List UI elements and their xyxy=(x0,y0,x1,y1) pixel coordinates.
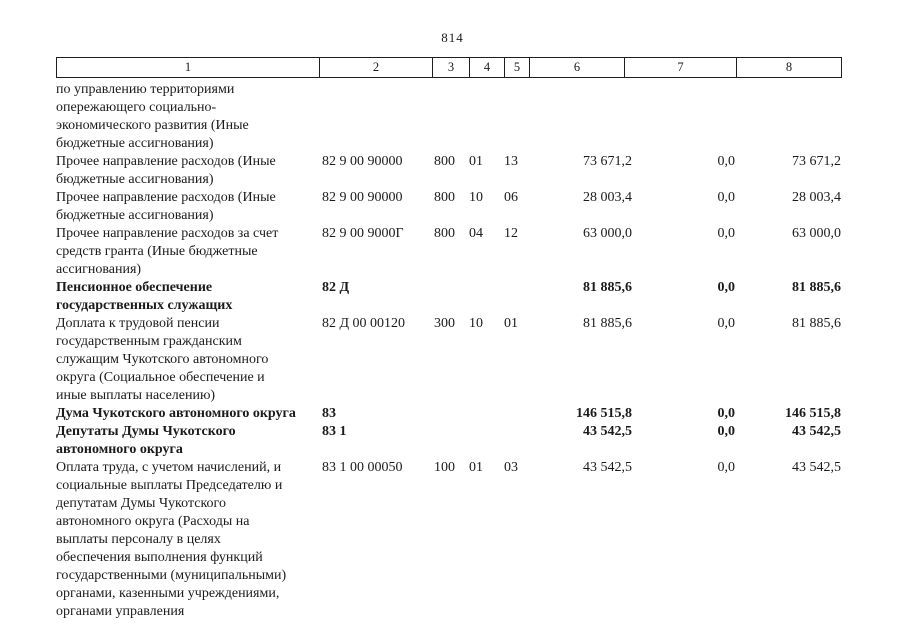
amount-cell-7: 0,0 xyxy=(717,280,736,295)
col5-cell: 12 xyxy=(504,226,518,241)
name-cell: Дума Чукотского автономного округа xyxy=(56,406,296,421)
code-cell: 82 Д xyxy=(322,280,350,295)
col5-cell: 03 xyxy=(504,460,518,475)
header-cell-2: 2 xyxy=(319,57,433,78)
name-cell: Пенсионное обеспечение государственных с… xyxy=(56,280,233,313)
col5-cell xyxy=(504,423,529,459)
col4-cell: 10 xyxy=(469,316,483,331)
col4-cell: 04 xyxy=(469,226,483,241)
name-cell: Депутаты Думы Чукотского автономного окр… xyxy=(56,424,236,457)
code-cell: 83 xyxy=(322,406,336,421)
header-row: 1 2 3 4 5 6 7 8 xyxy=(56,57,842,78)
code-cell: 83 1 xyxy=(322,424,347,439)
amount-cell-7 xyxy=(632,81,735,153)
amount-cell-8: 81 885,6 xyxy=(792,280,841,295)
amount-cell-7: 0,0 xyxy=(717,226,736,241)
col4-cell xyxy=(469,405,504,423)
name-cell: Прочее направление расходов за счет сред… xyxy=(56,226,279,277)
name-cell: Оплата труда, с учетом начислений, и соц… xyxy=(56,460,287,619)
col3-cell: 300 xyxy=(434,316,455,331)
col4-cell: 01 xyxy=(469,460,483,475)
name-cell: Прочее направление расходов (Иные бюджет… xyxy=(56,154,276,187)
col3-cell: 800 xyxy=(434,190,455,205)
amount-cell-7: 0,0 xyxy=(717,154,736,169)
col3-cell xyxy=(432,81,469,153)
amount-cell-7: 0,0 xyxy=(717,406,736,421)
amount-cell-6: 81 885,6 xyxy=(583,280,632,295)
amount-cell-6: 43 542,5 xyxy=(583,460,632,475)
table-row: Прочее направление расходов (Иные бюджет… xyxy=(56,153,841,189)
amount-cell-6: 81 885,6 xyxy=(583,316,632,331)
header-cell-5: 5 xyxy=(504,57,530,78)
name-cell: Прочее направление расходов (Иные бюджет… xyxy=(56,190,276,223)
col3-cell: 800 xyxy=(434,226,455,241)
col4-cell: 10 xyxy=(469,190,483,205)
amount-cell-7: 0,0 xyxy=(717,316,736,331)
budget-table: по управлению территориями опережающего … xyxy=(56,81,841,621)
col5-cell xyxy=(504,81,529,153)
amount-cell-6 xyxy=(529,81,632,153)
amount-cell-6: 28 003,4 xyxy=(583,190,632,205)
code-cell: 82 Д 00 00120 xyxy=(322,316,406,331)
code-cell xyxy=(319,81,432,153)
col4-cell xyxy=(469,81,504,153)
amount-cell-8: 81 885,6 xyxy=(792,316,841,331)
table-row-continuation: по управлению территориями опережающего … xyxy=(56,81,841,153)
amount-cell-8: 73 671,2 xyxy=(792,154,841,169)
amount-cell-7: 0,0 xyxy=(717,190,736,205)
col3-cell xyxy=(432,279,469,315)
table-row-section-total: Пенсионное обеспечение государственных с… xyxy=(56,279,841,315)
amount-cell-8: 43 542,5 xyxy=(792,424,841,439)
amount-cell-6: 73 671,2 xyxy=(583,154,632,169)
table-row: Оплата труда, с учетом начислений, и соц… xyxy=(56,459,841,621)
header-cell-3: 3 xyxy=(432,57,470,78)
name-cell: Доплата к трудовой пенсии государственны… xyxy=(56,316,269,403)
col5-cell: 13 xyxy=(504,154,518,169)
name-cell: по управлению территориями опережающего … xyxy=(56,82,249,151)
col3-cell xyxy=(432,405,469,423)
col4-cell xyxy=(469,279,504,315)
amount-cell-8: 43 542,5 xyxy=(792,460,841,475)
code-cell: 82 9 00 9000Г xyxy=(322,226,404,241)
column-number-header: 1 2 3 4 5 6 7 8 xyxy=(56,57,842,78)
table-row: Прочее направление расходов за счет сред… xyxy=(56,225,841,279)
col5-cell xyxy=(504,279,529,315)
col4-cell xyxy=(469,423,504,459)
table-row-section-total: Дума Чукотского автономного округа 83 14… xyxy=(56,405,841,423)
code-cell: 83 1 00 00050 xyxy=(322,460,403,475)
page-number: 814 xyxy=(441,30,464,45)
col5-cell: 01 xyxy=(504,316,518,331)
col3-cell xyxy=(432,423,469,459)
table-row: Доплата к трудовой пенсии государственны… xyxy=(56,315,841,405)
col3-cell: 100 xyxy=(434,460,455,475)
amount-cell-6: 63 000,0 xyxy=(583,226,632,241)
amount-cell-7: 0,0 xyxy=(717,460,736,475)
header-cell-1: 1 xyxy=(56,57,320,78)
amount-cell-8: 146 515,8 xyxy=(785,406,841,421)
amount-cell-8: 28 003,4 xyxy=(792,190,841,205)
amount-cell-6: 146 515,8 xyxy=(576,406,632,421)
amount-cell-8: 63 000,0 xyxy=(792,226,841,241)
header-cell-6: 6 xyxy=(529,57,625,78)
code-cell: 82 9 00 90000 xyxy=(322,190,403,205)
col3-cell: 800 xyxy=(434,154,455,169)
col5-cell: 06 xyxy=(504,190,518,205)
col5-cell xyxy=(504,405,529,423)
table-row: Прочее направление расходов (Иные бюджет… xyxy=(56,189,841,225)
header-cell-4: 4 xyxy=(469,57,505,78)
amount-cell-6: 43 542,5 xyxy=(583,424,632,439)
table-row-section-total: Депутаты Думы Чукотского автономного окр… xyxy=(56,423,841,459)
header-cell-8: 8 xyxy=(736,57,842,78)
code-cell: 82 9 00 90000 xyxy=(322,154,403,169)
header-cell-7: 7 xyxy=(624,57,737,78)
amount-cell-8 xyxy=(735,81,841,153)
col4-cell: 01 xyxy=(469,154,483,169)
amount-cell-7: 0,0 xyxy=(717,424,736,439)
